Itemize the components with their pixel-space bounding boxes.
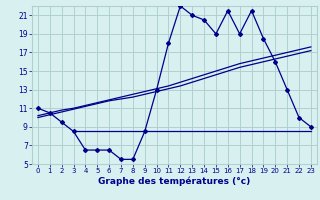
X-axis label: Graphe des températures (°c): Graphe des températures (°c)	[98, 177, 251, 186]
